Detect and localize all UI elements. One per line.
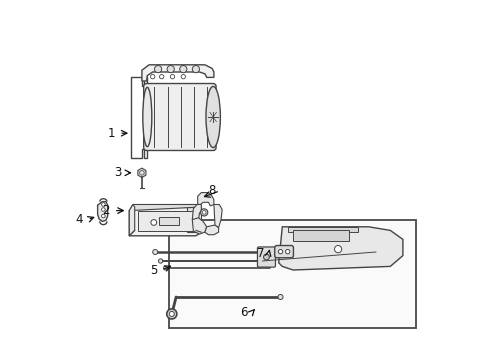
Circle shape — [151, 220, 156, 225]
FancyBboxPatch shape — [292, 230, 348, 241]
Circle shape — [102, 208, 105, 211]
Circle shape — [163, 266, 167, 270]
Polygon shape — [192, 204, 201, 220]
Circle shape — [277, 294, 283, 300]
Polygon shape — [197, 193, 213, 206]
Circle shape — [269, 259, 273, 263]
Polygon shape — [278, 227, 402, 270]
Text: 7: 7 — [256, 247, 264, 260]
Polygon shape — [142, 65, 213, 81]
Circle shape — [285, 249, 289, 254]
Circle shape — [158, 259, 163, 263]
Circle shape — [192, 66, 199, 73]
Polygon shape — [204, 225, 218, 235]
Text: 8: 8 — [208, 184, 215, 197]
Circle shape — [169, 311, 174, 316]
Polygon shape — [287, 227, 357, 232]
Circle shape — [152, 249, 158, 255]
Polygon shape — [192, 218, 206, 234]
Circle shape — [167, 66, 174, 73]
Circle shape — [166, 309, 177, 319]
Circle shape — [278, 249, 282, 254]
Polygon shape — [129, 204, 134, 236]
Text: 4: 4 — [76, 213, 83, 226]
Circle shape — [154, 66, 162, 73]
Circle shape — [272, 249, 277, 255]
FancyBboxPatch shape — [274, 246, 293, 258]
Circle shape — [102, 214, 105, 218]
Polygon shape — [98, 202, 107, 221]
Circle shape — [102, 203, 105, 206]
FancyBboxPatch shape — [138, 211, 194, 231]
Text: 6: 6 — [240, 306, 247, 319]
Polygon shape — [213, 204, 222, 228]
FancyBboxPatch shape — [159, 217, 179, 225]
Circle shape — [181, 75, 185, 79]
Circle shape — [334, 246, 341, 253]
Text: 3: 3 — [114, 166, 121, 179]
Circle shape — [200, 209, 207, 216]
Polygon shape — [138, 168, 145, 177]
FancyBboxPatch shape — [168, 220, 415, 328]
Circle shape — [150, 75, 155, 79]
Text: 2: 2 — [102, 204, 109, 217]
Ellipse shape — [205, 86, 220, 148]
Text: 5: 5 — [150, 264, 157, 276]
Text: 1: 1 — [107, 127, 115, 140]
Circle shape — [170, 75, 174, 79]
FancyBboxPatch shape — [257, 247, 275, 267]
Ellipse shape — [142, 87, 151, 147]
Polygon shape — [129, 204, 201, 211]
FancyBboxPatch shape — [143, 84, 216, 150]
Circle shape — [159, 75, 163, 79]
Circle shape — [202, 211, 205, 214]
Polygon shape — [129, 207, 201, 236]
Polygon shape — [186, 207, 201, 232]
Circle shape — [263, 254, 269, 260]
Circle shape — [179, 66, 186, 73]
